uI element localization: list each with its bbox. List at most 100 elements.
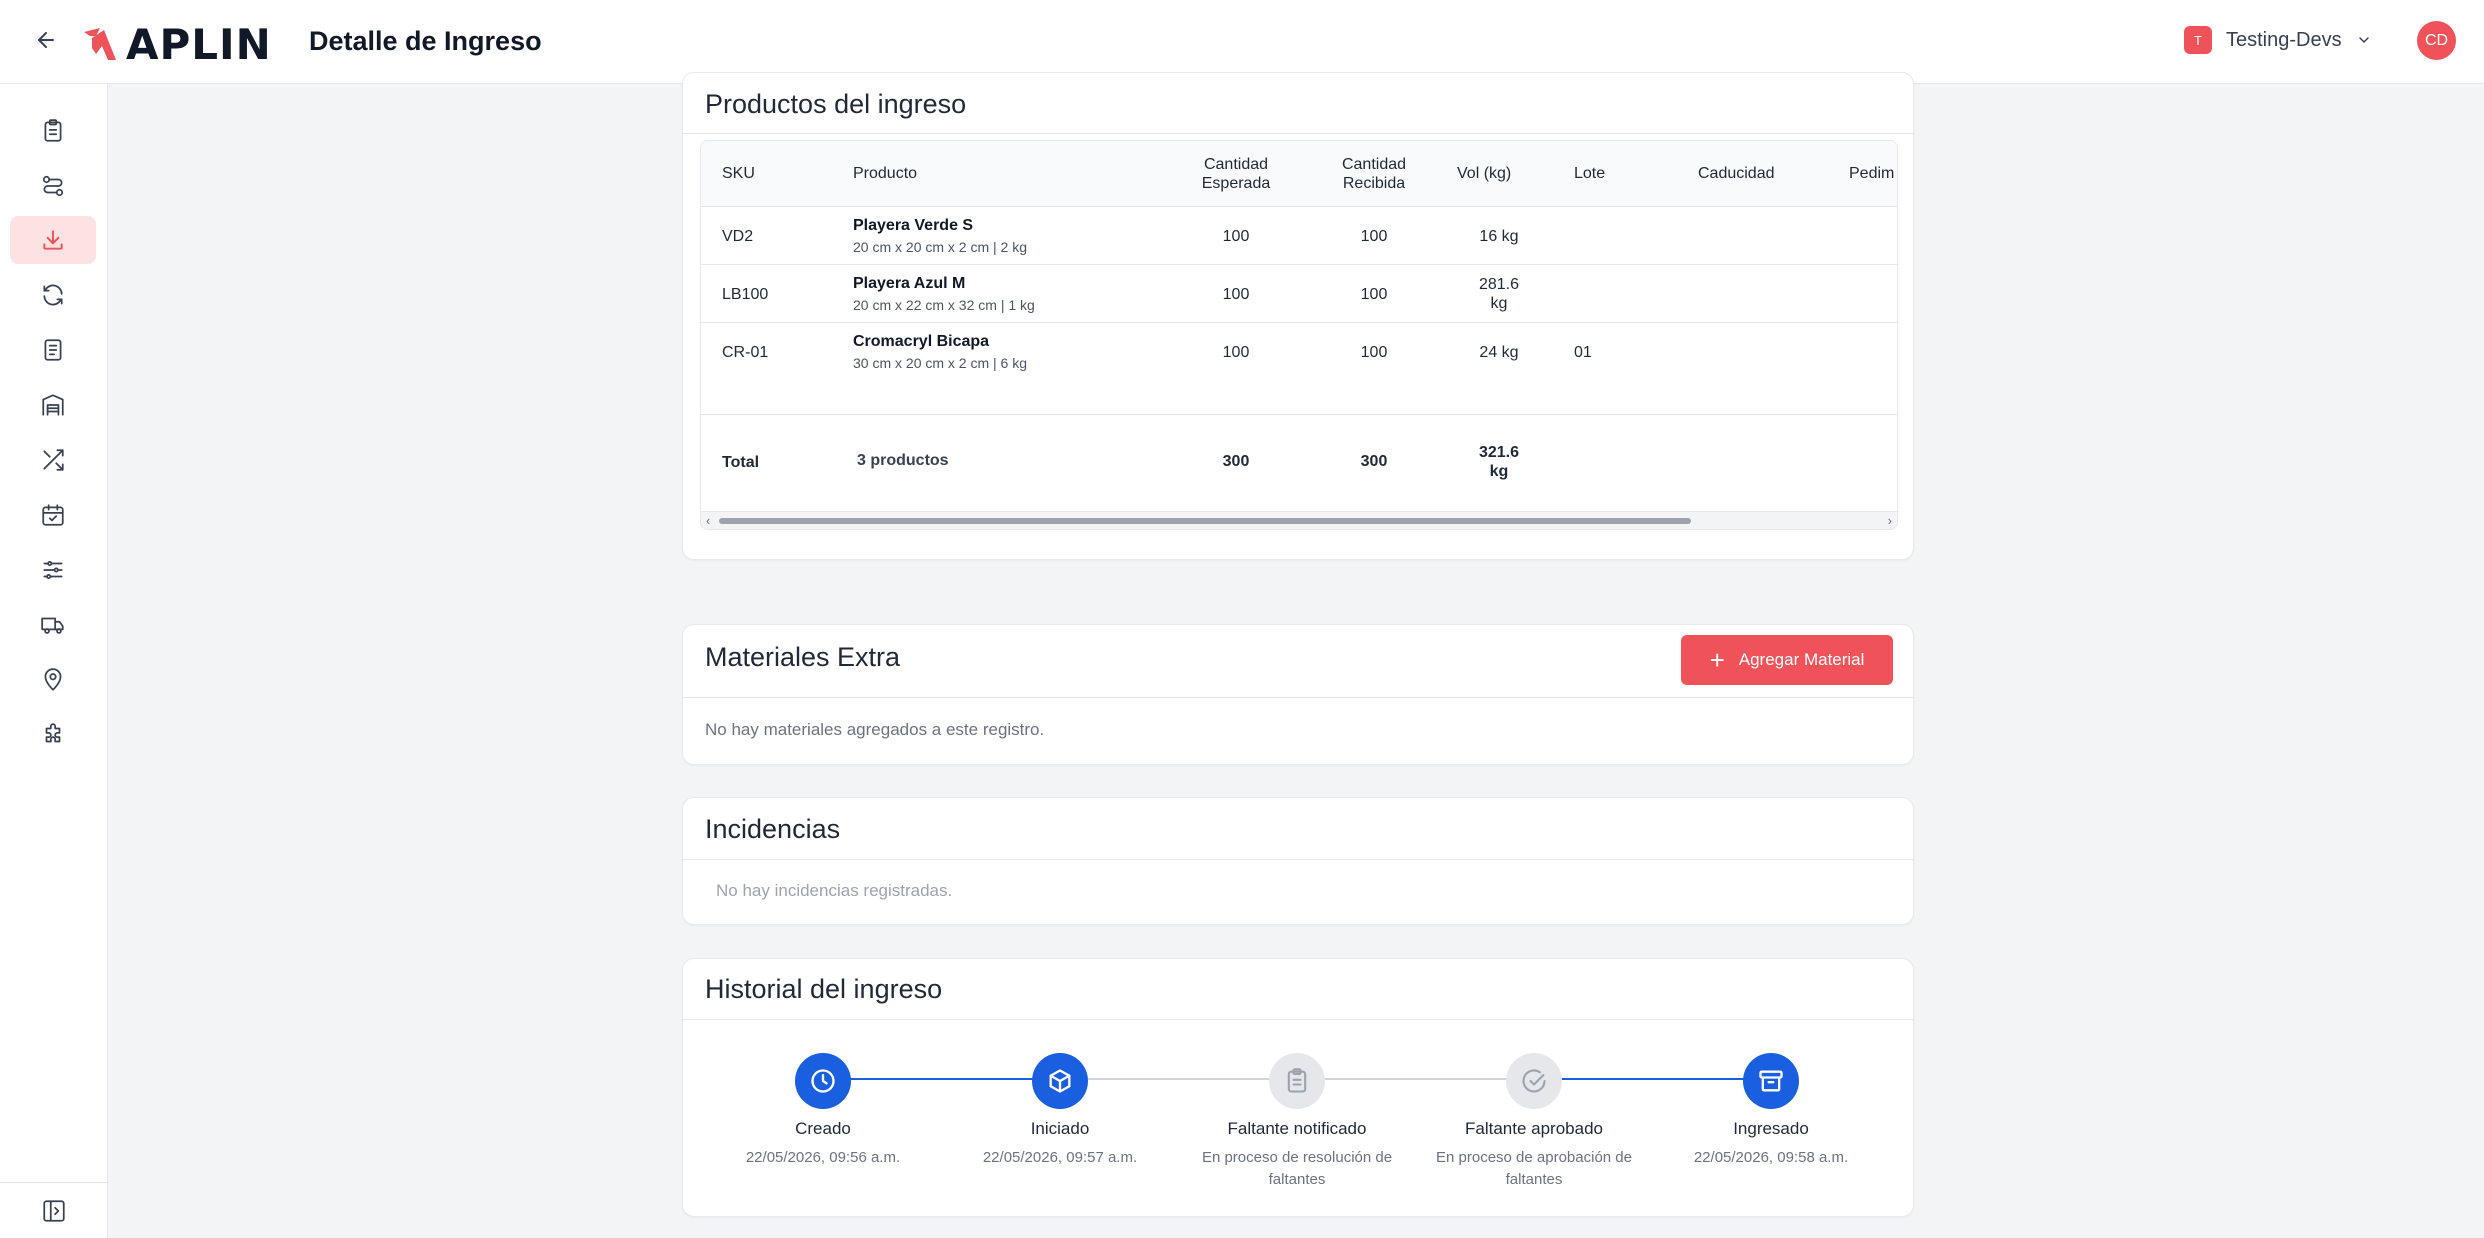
plus-icon: + bbox=[1709, 645, 1725, 675]
col-product[interactable]: Producto bbox=[853, 165, 918, 182]
sidebar-item-shipping[interactable] bbox=[10, 601, 96, 649]
step-label: Faltante notificado bbox=[1227, 1119, 1367, 1138]
divider bbox=[683, 697, 1913, 698]
col-expected-line2: Esperada bbox=[1201, 175, 1271, 192]
step-label: Faltante aprobado bbox=[1465, 1119, 1603, 1138]
truck-icon bbox=[41, 617, 64, 634]
products-table: SKU Producto Cantidad Esperada Cantidad … bbox=[700, 140, 1898, 530]
refresh-icon bbox=[43, 284, 63, 306]
back-button[interactable] bbox=[28, 22, 64, 58]
sidebar-item-warehouse[interactable] bbox=[10, 381, 96, 429]
col-vol[interactable]: Vol (kg) bbox=[1457, 165, 1512, 182]
timeline-connector bbox=[823, 1078, 1060, 1080]
step-label: Creado bbox=[795, 1119, 851, 1138]
map-pin-icon bbox=[44, 668, 62, 691]
sidebar-item-routes[interactable] bbox=[10, 162, 96, 210]
add-material-button[interactable]: + Agregar Material bbox=[1681, 635, 1893, 685]
row-received: 100 bbox=[1360, 228, 1388, 245]
product-dims: 20 cm x 20 cm x 2 cm | 2 kg bbox=[853, 239, 1028, 255]
step-detail-line1: 22/05/2026, 09:56 a.m. bbox=[745, 1149, 901, 1166]
step-detail: En proceso de aprobación de faltantes bbox=[1424, 1147, 1644, 1191]
row-sku: CR-01 bbox=[722, 344, 769, 361]
sliders-icon bbox=[43, 561, 63, 579]
timeline-connector bbox=[1534, 1078, 1771, 1080]
scroll-right-icon[interactable]: › bbox=[1887, 513, 1892, 528]
row-expected: 100 bbox=[1222, 286, 1250, 303]
sidebar-item-returns[interactable] bbox=[10, 271, 96, 319]
table-total-row: Total 3 productos 300 300 321.6 kg bbox=[701, 415, 1897, 513]
timeline-step-shortage-notified: Faltante notificado En proceso de resolu… bbox=[1187, 1053, 1407, 1191]
scroll-left-icon[interactable]: ‹ bbox=[706, 513, 711, 528]
horizontal-scrollbar[interactable]: ‹ › bbox=[701, 511, 1897, 529]
divider bbox=[683, 1019, 1913, 1020]
row-received: 100 bbox=[1360, 344, 1388, 361]
history-title: Historial del ingreso bbox=[705, 974, 943, 1004]
timeline-step-shortage-approved: Faltante aprobado En proceso de aprobaci… bbox=[1424, 1053, 1644, 1191]
step-detail-line1: En proceso de aprobación de bbox=[1436, 1149, 1632, 1166]
col-sku[interactable]: SKU bbox=[722, 165, 755, 182]
document-icon bbox=[44, 339, 62, 361]
table-row[interactable]: CR-01 Cromacryl Bicapa 30 cm x 20 cm x 2… bbox=[701, 323, 1897, 415]
timeline-step-received: Ingresado 22/05/2026, 09:58 a.m. bbox=[1661, 1053, 1881, 1169]
total-received: 300 bbox=[1360, 453, 1388, 470]
sidebar-item-settings[interactable] bbox=[10, 546, 96, 594]
col-received[interactable]: Cantidad Recibida bbox=[1319, 155, 1429, 193]
total-vol-value: 321.6 bbox=[1478, 444, 1520, 461]
col-expected[interactable]: Cantidad Esperada bbox=[1181, 155, 1291, 193]
row-vol: 24 kg bbox=[1479, 344, 1519, 361]
table-row[interactable]: LB100 Playera Azul M 20 cm x 22 cm x 32 … bbox=[701, 265, 1897, 323]
product-name: Playera Verde S bbox=[853, 217, 974, 234]
row-sku: LB100 bbox=[722, 286, 769, 303]
vol-value: 281.6 bbox=[1478, 276, 1520, 293]
incidents-title: Incidencias bbox=[705, 814, 841, 844]
materials-title: Materiales Extra bbox=[705, 642, 901, 672]
step-detail-line1: 22/05/2026, 09:58 a.m. bbox=[1693, 1149, 1849, 1166]
table-row[interactable]: VD2 Playera Verde S 20 cm x 20 cm x 2 cm… bbox=[701, 207, 1897, 265]
add-material-label: Agregar Material bbox=[1738, 650, 1865, 669]
sidebar-item-integrations[interactable] bbox=[10, 711, 96, 759]
row-vol: 281.6 kg bbox=[1449, 275, 1549, 313]
user-avatar[interactable]: CD bbox=[2417, 21, 2456, 60]
sidebar-item-orders[interactable] bbox=[10, 107, 96, 155]
col-expected-line1: Cantidad bbox=[1203, 156, 1269, 173]
product-dims: 30 cm x 20 cm x 2 cm | 6 kg bbox=[853, 355, 1028, 371]
col-received-line1: Cantidad bbox=[1341, 156, 1407, 173]
sidebar-item-transfers[interactable] bbox=[10, 436, 96, 484]
total-label: Total bbox=[722, 454, 760, 471]
org-name: Testing-Devs bbox=[2226, 28, 2342, 51]
step-detail-line2: faltantes bbox=[1268, 1171, 1326, 1188]
product-dims: 20 cm x 22 cm x 32 cm | 1 kg bbox=[853, 297, 1035, 313]
sidebar-item-receipts[interactable] bbox=[10, 216, 96, 264]
page-title: Detalle de Ingreso bbox=[309, 26, 542, 56]
sidebar bbox=[0, 84, 108, 1238]
step-detail: En proceso de resolución de faltantes bbox=[1187, 1147, 1407, 1191]
top-header: APLIN Detalle de Ingreso T Testing-Devs … bbox=[0, 0, 2484, 84]
check-circle-icon bbox=[1522, 1069, 1546, 1093]
row-expected: 100 bbox=[1222, 344, 1250, 361]
vol-unit: kg bbox=[1490, 295, 1508, 312]
sidebar-item-documents[interactable] bbox=[10, 326, 96, 374]
col-lot[interactable]: Lote bbox=[1574, 165, 1606, 182]
row-lot: 01 bbox=[1574, 344, 1592, 361]
sidebar-item-schedule[interactable] bbox=[10, 491, 96, 539]
sidebar-collapse-button[interactable] bbox=[0, 1182, 108, 1238]
row-sku: VD2 bbox=[722, 228, 754, 245]
incidents-empty: No hay incidencias registradas. bbox=[716, 881, 953, 900]
org-switcher[interactable]: T Testing-Devs bbox=[2184, 26, 2372, 54]
aplin-logo[interactable]: APLIN bbox=[82, 20, 272, 69]
step-detail: 22/05/2026, 09:56 a.m. bbox=[713, 1147, 933, 1169]
logo-mark-icon bbox=[84, 27, 116, 60]
clipboard-list-icon bbox=[1287, 1068, 1307, 1093]
logo-text: APLIN bbox=[126, 20, 272, 69]
total-vol: 321.6 kg bbox=[1449, 443, 1549, 481]
sidebar-item-locations[interactable] bbox=[10, 656, 96, 704]
col-expiry[interactable]: Caducidad bbox=[1698, 165, 1775, 182]
calendar-sync-icon bbox=[42, 504, 64, 526]
row-product: Playera Azul M 20 cm x 22 cm x 32 cm | 1… bbox=[853, 275, 1035, 313]
total-vol-unit: kg bbox=[1489, 463, 1509, 480]
divider bbox=[683, 133, 1913, 134]
scrollbar-thumb[interactable] bbox=[719, 518, 1691, 524]
col-pedimento[interactable]: Pedim bbox=[1849, 165, 1895, 182]
step-circle bbox=[1269, 1053, 1325, 1109]
materials-empty: No hay materiales agregados a este regis… bbox=[705, 720, 1045, 739]
